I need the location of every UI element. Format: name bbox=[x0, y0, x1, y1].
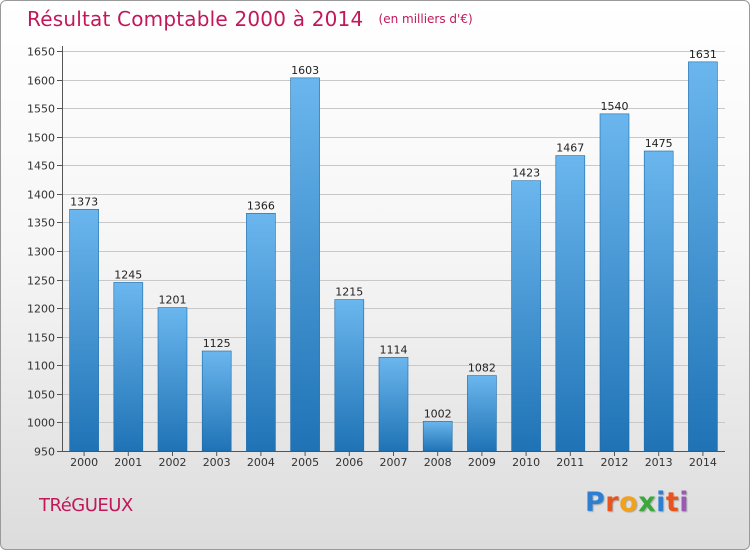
bar-value-label: 1125 bbox=[203, 337, 231, 350]
y-tick-label: 1300 bbox=[27, 246, 55, 259]
bar-2005 bbox=[290, 77, 320, 452]
bar-2010 bbox=[511, 180, 541, 452]
bar-value-label: 1366 bbox=[247, 199, 275, 212]
x-tick-label: 2006 bbox=[335, 456, 363, 469]
bar-value-label: 1540 bbox=[601, 100, 629, 113]
y-tick-label: 1200 bbox=[27, 303, 55, 316]
bar-value-label: 1631 bbox=[689, 48, 717, 61]
x-tick-label: 2000 bbox=[70, 456, 98, 469]
bar-value-label: 1373 bbox=[70, 195, 98, 208]
x-tick-label: 2010 bbox=[512, 456, 540, 469]
logo-letter: i bbox=[656, 487, 666, 518]
bar-2007 bbox=[378, 356, 409, 452]
y-tick-label: 1550 bbox=[27, 103, 55, 116]
bar-value-label: 1423 bbox=[512, 167, 540, 180]
x-tick-label: 2008 bbox=[424, 456, 452, 469]
bar-value-label: 1114 bbox=[380, 343, 408, 356]
logo-letter: o bbox=[619, 487, 639, 518]
bar-2006 bbox=[334, 299, 365, 452]
bar-value-label: 1215 bbox=[335, 286, 363, 299]
logo-letter: r bbox=[605, 487, 620, 518]
bar-2008 bbox=[422, 420, 453, 452]
bar-2013 bbox=[643, 150, 674, 452]
logo-letter: t bbox=[665, 487, 680, 518]
bar-2003 bbox=[201, 350, 232, 452]
bar-2014 bbox=[688, 61, 718, 452]
y-tick-label: 1450 bbox=[27, 160, 55, 173]
logo-letter: x bbox=[638, 487, 657, 518]
bar-value-label: 1201 bbox=[159, 294, 187, 307]
bar-2000 bbox=[69, 208, 99, 452]
bar-value-label: 1245 bbox=[114, 268, 142, 281]
logo-letter: P bbox=[585, 487, 606, 518]
bar-2004 bbox=[246, 212, 276, 452]
bar-value-label: 1002 bbox=[424, 407, 452, 420]
bar-2002 bbox=[157, 307, 188, 452]
y-tick-label: 1600 bbox=[27, 75, 55, 88]
bar-2011 bbox=[555, 155, 586, 452]
x-tick-label: 2013 bbox=[645, 456, 673, 469]
x-tick-label: 2007 bbox=[380, 456, 408, 469]
chart-title-row: Résultat Comptable 2000 à 2014 (en milli… bbox=[27, 7, 473, 31]
x-tick-label: 2005 bbox=[291, 456, 319, 469]
bar-2009 bbox=[467, 375, 497, 452]
commune-name: TRéGUEUX bbox=[39, 495, 133, 516]
x-tick-label: 2001 bbox=[114, 456, 142, 469]
y-tick-label: 1500 bbox=[27, 132, 55, 145]
y-tick-label: 1100 bbox=[27, 360, 55, 373]
bar-value-label: 1475 bbox=[645, 137, 673, 150]
bars bbox=[69, 61, 718, 452]
x-tick-label: 2009 bbox=[468, 456, 496, 469]
y-tick-label: 1400 bbox=[27, 189, 55, 202]
chart-subtitle: (en milliers d'€) bbox=[378, 12, 473, 26]
y-tick-label: 1650 bbox=[27, 46, 55, 59]
bar-value-labels: 1373 1245 1201 1125 1366 1603 1215 1114 1002 1082… bbox=[70, 48, 717, 420]
x-tick-label: 2012 bbox=[601, 456, 629, 469]
y-tick-label: 1350 bbox=[27, 217, 55, 230]
bar-2001 bbox=[113, 282, 144, 452]
y-tick-label: 1000 bbox=[27, 417, 55, 430]
y-tick-label: 950 bbox=[34, 446, 55, 459]
x-axis-ticks: 2000 2001 2002 2003 2004 2005 2006 2007 2008 2009… bbox=[70, 451, 717, 469]
axes bbox=[62, 46, 725, 452]
x-tick-label: 2011 bbox=[556, 456, 584, 469]
y-tick-label: 1150 bbox=[27, 332, 55, 345]
y-tick-label: 1250 bbox=[27, 275, 55, 288]
logo-letter: i bbox=[679, 487, 690, 518]
bar-value-label: 1467 bbox=[556, 142, 584, 155]
x-tick-label: 2004 bbox=[247, 456, 275, 469]
proxiti-logo[interactable]: Proxiti bbox=[585, 487, 689, 518]
bar-2012 bbox=[599, 113, 630, 452]
chart-title: Résultat Comptable 2000 à 2014 bbox=[27, 7, 364, 31]
y-axis-ticks: 950 1000 1050 1100 1150 1200 1250 1300 1350 1400 1… bbox=[27, 46, 62, 459]
x-tick-label: 2002 bbox=[159, 456, 187, 469]
bar-value-label: 1082 bbox=[468, 362, 496, 375]
x-tick-label: 2003 bbox=[203, 456, 231, 469]
bar-value-label: 1603 bbox=[291, 64, 319, 77]
y-tick-label: 1050 bbox=[27, 389, 55, 402]
x-tick-label: 2014 bbox=[689, 456, 717, 469]
